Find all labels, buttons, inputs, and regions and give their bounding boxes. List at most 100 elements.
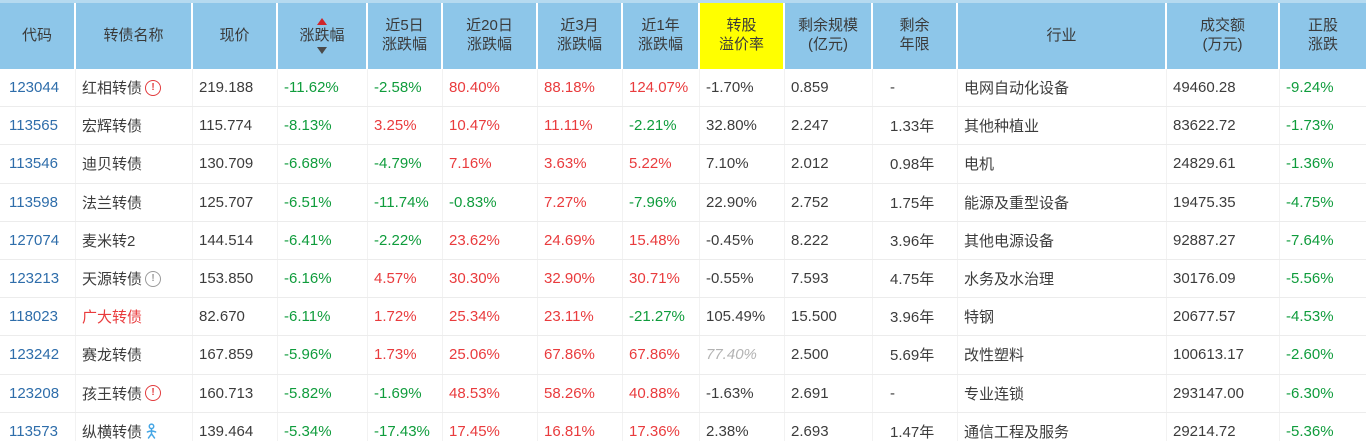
cell-code[interactable]: 113546 xyxy=(0,145,76,183)
bond-name-link[interactable]: 麦米转2 xyxy=(82,232,136,250)
cell-turnover: 49460.28 xyxy=(1167,69,1280,107)
cell-name[interactable]: 麦米转2 xyxy=(76,221,193,259)
cell-name[interactable]: 天源转债! xyxy=(76,259,193,298)
cell-name[interactable]: 孩王转债! xyxy=(76,374,193,412)
cell-premium: 2.38% xyxy=(700,412,785,441)
cell-name[interactable]: 法兰转债 xyxy=(76,183,193,221)
cell-chg-3m: 58.26% xyxy=(538,374,623,412)
column-header-chg-1y[interactable]: 近1年 涨跌幅 xyxy=(623,3,700,69)
cell-value: -11.62% xyxy=(284,79,339,97)
column-header-premium[interactable]: 转股 溢价率 xyxy=(700,3,785,69)
cell-code[interactable]: 113565 xyxy=(0,107,76,145)
bond-name-link[interactable]: 迪贝转债 xyxy=(82,156,143,174)
cell-price: 130.709 xyxy=(193,145,278,183)
cell-value: - xyxy=(890,384,895,402)
bond-name-link[interactable]: 宏辉转债 xyxy=(82,118,143,136)
cell-name[interactable]: 迪贝转债 xyxy=(76,145,193,183)
cell-chg-20d: 17.45% xyxy=(443,412,538,441)
cell-code[interactable]: 127074 xyxy=(0,221,76,259)
cell-value: -1.70% xyxy=(706,79,754,97)
bond-code-link[interactable]: 118023 xyxy=(9,308,58,326)
bond-code-link[interactable]: 113565 xyxy=(9,117,58,135)
column-header-label: 近3月 xyxy=(560,17,599,35)
cell-name[interactable]: 宏辉转债 xyxy=(76,107,193,145)
cell-name[interactable]: 红相转债! xyxy=(76,69,193,107)
cell-price: 167.859 xyxy=(193,336,278,374)
cell-value: -5.96% xyxy=(284,346,332,364)
column-header-chg-3m[interactable]: 近3月 涨跌幅 xyxy=(538,3,623,69)
sort-asc-icon[interactable] xyxy=(317,17,327,25)
bond-name-link[interactable]: 纵横转债 xyxy=(82,423,143,441)
cell-chg-1y: 5.22% xyxy=(623,145,700,183)
warning-icon[interactable]: ! xyxy=(145,79,162,96)
bond-code-link[interactable]: 123242 xyxy=(9,346,60,364)
cell-value: 23.62% xyxy=(449,231,500,249)
bond-code-link[interactable]: 123213 xyxy=(9,270,60,288)
cell-value: 25.34% xyxy=(449,308,500,326)
column-header-industry[interactable]: 行业 xyxy=(958,3,1167,69)
cell-value: -11.74% xyxy=(374,193,429,211)
cell-chg-5d: -2.58% xyxy=(368,69,443,107)
warning-icon[interactable]: ! xyxy=(145,385,162,402)
cell-code[interactable]: 123208 xyxy=(0,374,76,412)
cell-value: -1.63% xyxy=(706,384,754,402)
bond-name-link[interactable]: 赛龙转债 xyxy=(82,347,143,365)
info-icon[interactable]: ! xyxy=(145,270,162,287)
cell-chg-20d: 7.16% xyxy=(443,145,538,183)
column-header-years[interactable]: 剩余 年限 xyxy=(873,3,958,69)
cell-code[interactable]: 123213 xyxy=(0,259,76,298)
cell-code[interactable]: 123242 xyxy=(0,336,76,374)
cell-code[interactable]: 113573 xyxy=(0,412,76,441)
column-header-code[interactable]: 代码 xyxy=(0,3,76,69)
bond-name-link[interactable]: 孩王转债 xyxy=(82,385,143,403)
cell-size: 2.691 xyxy=(785,374,873,412)
cell-value: -2.22% xyxy=(374,231,422,249)
column-header-stock-chg[interactable]: 正股 涨跌 xyxy=(1280,3,1366,69)
bond-name-link[interactable]: 天源转债 xyxy=(82,271,143,289)
bond-code-link[interactable]: 113573 xyxy=(9,422,58,440)
column-header-turnover[interactable]: 成交额 (万元) xyxy=(1167,3,1280,69)
bond-code-link[interactable]: 113598 xyxy=(9,193,58,211)
cell-years: 0.98年 xyxy=(873,145,958,183)
person-icon[interactable] xyxy=(145,423,158,439)
column-header-size[interactable]: 剩余规模 (亿元) xyxy=(785,3,873,69)
column-header-name[interactable]: 转债名称 xyxy=(76,3,193,69)
cell-value: 5.22% xyxy=(629,155,672,173)
bond-code-link[interactable]: 127074 xyxy=(9,231,60,249)
cell-name[interactable]: 赛龙转债 xyxy=(76,336,193,374)
cell-value: 29214.72 xyxy=(1173,422,1236,440)
cell-code[interactable]: 113598 xyxy=(0,183,76,221)
bond-name-link[interactable]: 红相转债 xyxy=(82,80,143,98)
column-header-chg[interactable]: 涨跌幅 xyxy=(278,3,368,69)
cell-value: 32.80% xyxy=(706,117,757,135)
cell-code[interactable]: 118023 xyxy=(0,298,76,336)
column-header-chg-5d[interactable]: 近5日 涨跌幅 xyxy=(368,3,443,69)
bond-name-link[interactable]: 法兰转债 xyxy=(82,194,143,212)
cell-chg-3m: 23.11% xyxy=(538,298,623,336)
cell-value: -6.41% xyxy=(284,231,332,249)
column-header-label: 涨跌 xyxy=(1307,36,1338,53)
column-header-label: 涨跌幅 xyxy=(556,36,602,53)
column-header-price[interactable]: 现价 xyxy=(193,3,278,69)
cell-chg-20d: 23.62% xyxy=(443,221,538,259)
bond-code-link[interactable]: 113546 xyxy=(9,155,58,173)
sort-desc-icon[interactable] xyxy=(317,47,327,55)
bond-code-link[interactable]: 123208 xyxy=(9,384,60,402)
bond-code-link[interactable]: 123044 xyxy=(9,79,60,97)
cell-code[interactable]: 123044 xyxy=(0,69,76,107)
column-header-label: 涨跌幅 xyxy=(299,26,345,44)
table-body: 123044 红相转债! 219.188 -11.62% -2.58% 80.40% 88.… xyxy=(0,69,1366,441)
cell-industry: 电机 xyxy=(958,145,1167,183)
bond-name-link[interactable]: 广大转债 xyxy=(82,309,143,327)
column-header-chg-20d[interactable]: 近20日 涨跌幅 xyxy=(443,3,538,69)
cell-name[interactable]: 纵横转债 xyxy=(76,412,193,441)
cell-value: 其他种植业 xyxy=(964,118,1040,136)
cell-value: 293147.00 xyxy=(1173,384,1244,402)
cell-value: 23.11% xyxy=(544,308,594,326)
cell-name[interactable]: 广大转债 xyxy=(76,298,193,336)
cell-chg-20d: -0.83% xyxy=(443,183,538,221)
cell-value: 2.500 xyxy=(791,346,829,364)
cell-value: 2.693 xyxy=(791,422,829,440)
cell-value: -7.64% xyxy=(1286,231,1334,249)
